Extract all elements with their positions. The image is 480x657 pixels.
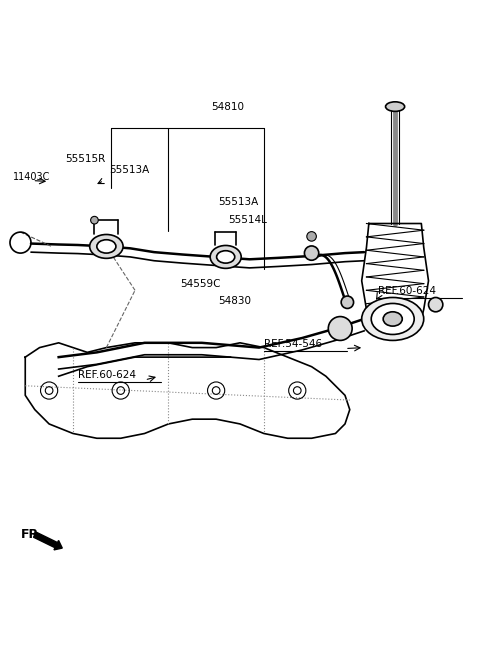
Text: 55515R: 55515R xyxy=(65,154,105,164)
Text: REF.54-546: REF.54-546 xyxy=(264,338,322,349)
Text: 54559C: 54559C xyxy=(180,279,221,289)
Ellipse shape xyxy=(328,317,352,340)
Ellipse shape xyxy=(90,235,123,258)
Ellipse shape xyxy=(385,102,405,112)
Circle shape xyxy=(91,216,98,224)
Text: FR.: FR. xyxy=(21,528,44,541)
Ellipse shape xyxy=(383,312,402,326)
Text: REF.60-624: REF.60-624 xyxy=(78,370,136,380)
Ellipse shape xyxy=(371,304,414,334)
Text: 54830: 54830 xyxy=(218,296,252,306)
Text: REF.60-624: REF.60-624 xyxy=(378,286,436,296)
Circle shape xyxy=(304,246,319,260)
Text: 54810: 54810 xyxy=(212,102,245,112)
Text: 11403C: 11403C xyxy=(13,171,51,182)
Ellipse shape xyxy=(97,240,116,253)
Text: 55514L: 55514L xyxy=(228,215,267,225)
Ellipse shape xyxy=(429,298,443,312)
FancyArrow shape xyxy=(34,532,62,550)
Circle shape xyxy=(307,232,316,241)
Ellipse shape xyxy=(210,246,241,268)
Circle shape xyxy=(341,296,354,308)
Text: 55513A: 55513A xyxy=(109,165,149,175)
Ellipse shape xyxy=(216,251,235,263)
Text: 55513A: 55513A xyxy=(218,197,259,207)
Ellipse shape xyxy=(362,298,424,340)
